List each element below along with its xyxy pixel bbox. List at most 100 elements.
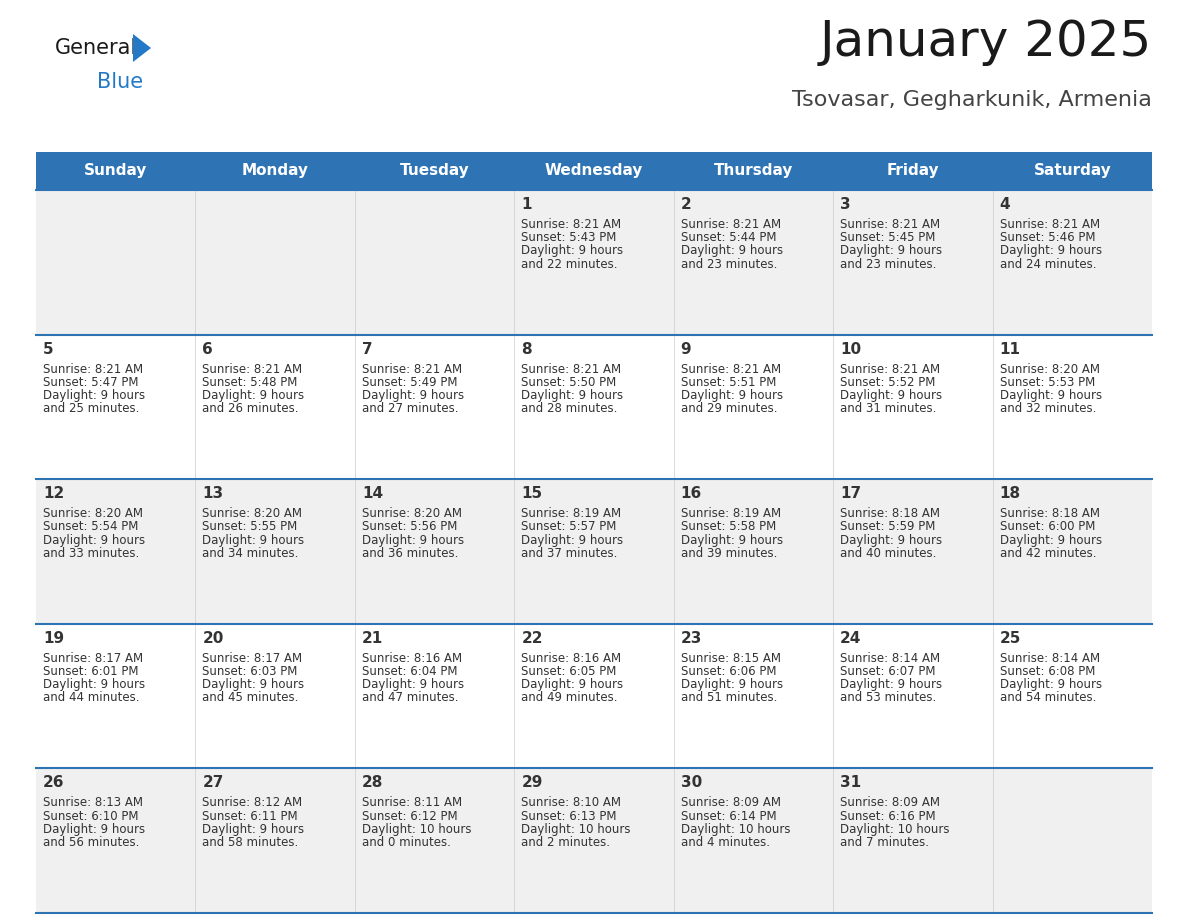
Text: Sunrise: 8:20 AM: Sunrise: 8:20 AM — [202, 508, 303, 521]
Text: Sunrise: 8:21 AM: Sunrise: 8:21 AM — [43, 363, 143, 375]
Text: and 25 minutes.: and 25 minutes. — [43, 402, 139, 415]
Text: Sunrise: 8:15 AM: Sunrise: 8:15 AM — [681, 652, 781, 665]
Text: 6: 6 — [202, 341, 213, 356]
Text: Sunset: 6:08 PM: Sunset: 6:08 PM — [999, 665, 1095, 678]
Text: Sunrise: 8:17 AM: Sunrise: 8:17 AM — [43, 652, 143, 665]
Text: 2: 2 — [681, 197, 691, 212]
Text: January 2025: January 2025 — [820, 18, 1152, 66]
Text: Sunset: 5:59 PM: Sunset: 5:59 PM — [840, 521, 935, 533]
Text: and 45 minutes.: and 45 minutes. — [202, 691, 299, 704]
Text: 23: 23 — [681, 631, 702, 645]
Text: 29: 29 — [522, 776, 543, 790]
Text: Sunrise: 8:18 AM: Sunrise: 8:18 AM — [840, 508, 940, 521]
Text: and 56 minutes.: and 56 minutes. — [43, 836, 139, 849]
Text: Daylight: 9 hours: Daylight: 9 hours — [840, 533, 942, 546]
Bar — [36, 624, 1152, 768]
Text: and 24 minutes.: and 24 minutes. — [999, 258, 1097, 271]
Text: and 51 minutes.: and 51 minutes. — [681, 691, 777, 704]
Text: Sunset: 6:07 PM: Sunset: 6:07 PM — [840, 665, 936, 678]
Text: Daylight: 10 hours: Daylight: 10 hours — [522, 823, 631, 835]
Text: and 26 minutes.: and 26 minutes. — [202, 402, 299, 415]
Text: Sunrise: 8:09 AM: Sunrise: 8:09 AM — [681, 797, 781, 810]
Text: 30: 30 — [681, 776, 702, 790]
Bar — [36, 479, 1152, 624]
Text: Sunrise: 8:17 AM: Sunrise: 8:17 AM — [202, 652, 303, 665]
Text: 5: 5 — [43, 341, 53, 356]
Text: and 49 minutes.: and 49 minutes. — [522, 691, 618, 704]
Text: Sunrise: 8:16 AM: Sunrise: 8:16 AM — [522, 652, 621, 665]
Text: Sunset: 6:14 PM: Sunset: 6:14 PM — [681, 810, 776, 823]
Text: Sunrise: 8:14 AM: Sunrise: 8:14 AM — [840, 652, 940, 665]
Text: Daylight: 9 hours: Daylight: 9 hours — [202, 389, 304, 402]
Text: Sunrise: 8:21 AM: Sunrise: 8:21 AM — [840, 363, 940, 375]
Text: Daylight: 9 hours: Daylight: 9 hours — [202, 823, 304, 835]
Text: and 23 minutes.: and 23 minutes. — [681, 258, 777, 271]
Text: 7: 7 — [362, 341, 373, 356]
Text: Sunday: Sunday — [84, 163, 147, 178]
Text: Sunrise: 8:21 AM: Sunrise: 8:21 AM — [522, 363, 621, 375]
Text: Sunset: 5:58 PM: Sunset: 5:58 PM — [681, 521, 776, 533]
Text: Daylight: 10 hours: Daylight: 10 hours — [362, 823, 472, 835]
Text: 13: 13 — [202, 487, 223, 501]
Text: 24: 24 — [840, 631, 861, 645]
Bar — [36, 334, 1152, 479]
Text: and 29 minutes.: and 29 minutes. — [681, 402, 777, 415]
Text: and 58 minutes.: and 58 minutes. — [202, 836, 298, 849]
Text: Sunset: 5:43 PM: Sunset: 5:43 PM — [522, 231, 617, 244]
Text: Daylight: 9 hours: Daylight: 9 hours — [681, 244, 783, 257]
Text: 8: 8 — [522, 341, 532, 356]
Text: and 22 minutes.: and 22 minutes. — [522, 258, 618, 271]
Text: 17: 17 — [840, 487, 861, 501]
Text: Sunrise: 8:13 AM: Sunrise: 8:13 AM — [43, 797, 143, 810]
Text: Sunrise: 8:21 AM: Sunrise: 8:21 AM — [362, 363, 462, 375]
Text: Sunrise: 8:21 AM: Sunrise: 8:21 AM — [202, 363, 303, 375]
Text: Sunset: 5:52 PM: Sunset: 5:52 PM — [840, 375, 935, 389]
Text: Sunset: 5:47 PM: Sunset: 5:47 PM — [43, 375, 139, 389]
Text: Daylight: 9 hours: Daylight: 9 hours — [840, 389, 942, 402]
Text: Sunset: 5:51 PM: Sunset: 5:51 PM — [681, 375, 776, 389]
Text: Daylight: 9 hours: Daylight: 9 hours — [840, 244, 942, 257]
Text: 11: 11 — [999, 341, 1020, 356]
Text: Daylight: 9 hours: Daylight: 9 hours — [681, 533, 783, 546]
Text: Sunrise: 8:19 AM: Sunrise: 8:19 AM — [681, 508, 781, 521]
Text: and 23 minutes.: and 23 minutes. — [840, 258, 936, 271]
Text: Sunset: 5:57 PM: Sunset: 5:57 PM — [522, 521, 617, 533]
Text: and 42 minutes.: and 42 minutes. — [999, 547, 1097, 560]
Text: Daylight: 9 hours: Daylight: 9 hours — [362, 389, 465, 402]
Bar — [36, 190, 1152, 334]
Text: and 44 minutes.: and 44 minutes. — [43, 691, 139, 704]
Text: Sunset: 6:03 PM: Sunset: 6:03 PM — [202, 665, 298, 678]
Text: 18: 18 — [999, 487, 1020, 501]
Text: Sunset: 6:05 PM: Sunset: 6:05 PM — [522, 665, 617, 678]
Text: Monday: Monday — [241, 163, 309, 178]
Text: and 37 minutes.: and 37 minutes. — [522, 547, 618, 560]
Text: Sunset: 6:16 PM: Sunset: 6:16 PM — [840, 810, 936, 823]
Text: 28: 28 — [362, 776, 384, 790]
Text: Sunset: 5:44 PM: Sunset: 5:44 PM — [681, 231, 776, 244]
Text: Sunset: 6:10 PM: Sunset: 6:10 PM — [43, 810, 139, 823]
Text: Daylight: 9 hours: Daylight: 9 hours — [681, 678, 783, 691]
Text: Sunrise: 8:12 AM: Sunrise: 8:12 AM — [202, 797, 303, 810]
Text: 3: 3 — [840, 197, 851, 212]
Text: Daylight: 9 hours: Daylight: 9 hours — [362, 533, 465, 546]
Text: Daylight: 9 hours: Daylight: 9 hours — [43, 678, 145, 691]
Text: 15: 15 — [522, 487, 543, 501]
Text: Tuesday: Tuesday — [399, 163, 469, 178]
Text: Daylight: 9 hours: Daylight: 9 hours — [43, 533, 145, 546]
Text: Sunset: 5:46 PM: Sunset: 5:46 PM — [999, 231, 1095, 244]
Text: 16: 16 — [681, 487, 702, 501]
Text: 22: 22 — [522, 631, 543, 645]
Text: Daylight: 9 hours: Daylight: 9 hours — [202, 533, 304, 546]
Text: and 28 minutes.: and 28 minutes. — [522, 402, 618, 415]
Text: Sunrise: 8:09 AM: Sunrise: 8:09 AM — [840, 797, 940, 810]
Text: Sunrise: 8:20 AM: Sunrise: 8:20 AM — [999, 363, 1100, 375]
Text: 27: 27 — [202, 776, 223, 790]
Text: 9: 9 — [681, 341, 691, 356]
Polygon shape — [133, 34, 151, 62]
Text: 21: 21 — [362, 631, 383, 645]
Text: Sunset: 5:50 PM: Sunset: 5:50 PM — [522, 375, 617, 389]
Text: Sunrise: 8:20 AM: Sunrise: 8:20 AM — [362, 508, 462, 521]
Text: and 33 minutes.: and 33 minutes. — [43, 547, 139, 560]
Text: and 36 minutes.: and 36 minutes. — [362, 547, 459, 560]
Text: Daylight: 9 hours: Daylight: 9 hours — [681, 389, 783, 402]
